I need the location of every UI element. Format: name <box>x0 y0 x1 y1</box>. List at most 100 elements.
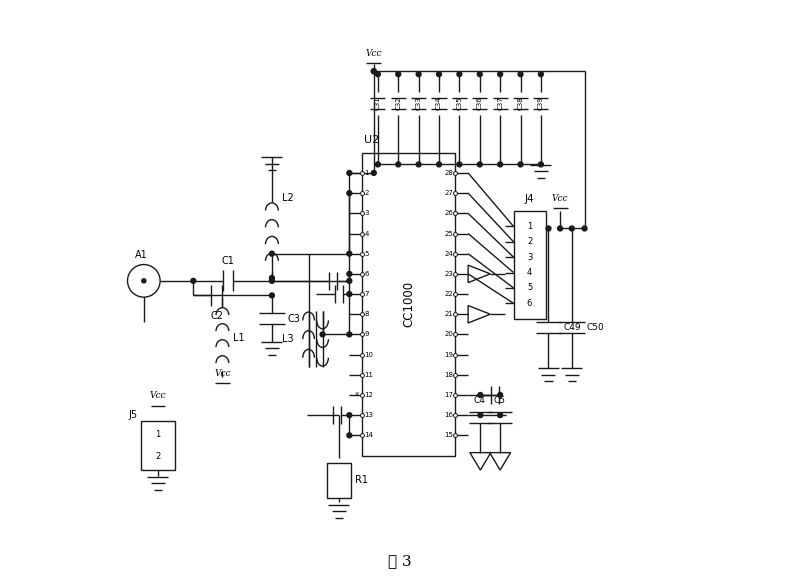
Text: A1: A1 <box>134 250 147 260</box>
Text: Vcc: Vcc <box>366 49 382 58</box>
Circle shape <box>416 72 421 77</box>
Text: 1: 1 <box>527 222 532 231</box>
Text: 2: 2 <box>155 452 161 461</box>
Circle shape <box>347 278 352 283</box>
Circle shape <box>371 69 376 74</box>
Text: 2: 2 <box>527 238 532 246</box>
Text: 5: 5 <box>527 283 532 292</box>
Circle shape <box>396 162 401 167</box>
Text: 24: 24 <box>444 251 453 257</box>
Circle shape <box>546 226 551 231</box>
Circle shape <box>347 291 352 297</box>
Text: 18: 18 <box>444 372 453 378</box>
Circle shape <box>478 72 482 77</box>
Text: C38: C38 <box>518 97 523 110</box>
Circle shape <box>347 271 352 276</box>
Text: 12: 12 <box>365 392 374 398</box>
Text: C39: C39 <box>538 97 544 110</box>
Text: X: X <box>355 393 359 397</box>
Circle shape <box>396 72 401 77</box>
Text: 17: 17 <box>444 392 453 398</box>
Circle shape <box>347 433 352 438</box>
Circle shape <box>375 162 380 167</box>
Circle shape <box>538 162 543 167</box>
Circle shape <box>347 170 352 176</box>
Circle shape <box>437 162 442 167</box>
Circle shape <box>518 162 523 167</box>
Bar <box>327 463 350 498</box>
Text: J4: J4 <box>525 194 534 204</box>
Text: 2: 2 <box>365 190 369 196</box>
Text: 3: 3 <box>527 253 532 261</box>
Text: C31: C31 <box>375 97 381 110</box>
Circle shape <box>371 69 376 74</box>
Text: Vcc: Vcc <box>552 194 568 204</box>
Circle shape <box>437 72 442 77</box>
Circle shape <box>416 162 421 167</box>
Text: 26: 26 <box>444 211 453 216</box>
Circle shape <box>518 72 523 77</box>
Text: C34: C34 <box>436 97 442 110</box>
Circle shape <box>347 332 352 337</box>
Text: 15: 15 <box>444 432 453 438</box>
Text: 23: 23 <box>444 271 453 277</box>
Text: Vcc: Vcc <box>150 391 166 400</box>
Circle shape <box>570 226 574 231</box>
Text: 4: 4 <box>527 268 532 277</box>
Text: C50: C50 <box>586 323 604 332</box>
Text: U2: U2 <box>364 135 379 144</box>
Text: C36: C36 <box>477 97 482 110</box>
Text: 1: 1 <box>155 430 161 439</box>
Text: C5: C5 <box>494 396 506 405</box>
Text: C32: C32 <box>395 97 402 110</box>
Circle shape <box>320 332 325 337</box>
Bar <box>362 153 455 456</box>
Text: 4: 4 <box>365 230 369 236</box>
Text: C4: C4 <box>474 396 486 405</box>
Circle shape <box>498 412 502 418</box>
Circle shape <box>478 412 482 418</box>
Bar <box>514 211 546 319</box>
Text: 3: 3 <box>365 211 369 216</box>
Circle shape <box>270 278 274 283</box>
Circle shape <box>457 72 462 77</box>
Circle shape <box>582 226 587 231</box>
Text: C49: C49 <box>563 323 581 332</box>
Circle shape <box>538 72 543 77</box>
Text: 10: 10 <box>365 352 374 357</box>
Text: 16: 16 <box>444 412 453 418</box>
Circle shape <box>347 251 352 256</box>
Circle shape <box>375 72 380 77</box>
Circle shape <box>270 293 274 298</box>
Text: C3: C3 <box>287 314 300 324</box>
Text: 28: 28 <box>444 170 453 176</box>
Text: 7: 7 <box>365 291 369 297</box>
Text: C35: C35 <box>456 97 462 110</box>
Text: 27: 27 <box>444 190 453 196</box>
Text: Vcc: Vcc <box>214 369 230 378</box>
Circle shape <box>498 72 502 77</box>
Text: 6: 6 <box>365 271 369 277</box>
Text: L2: L2 <box>282 193 294 203</box>
Text: CC1000: CC1000 <box>402 281 415 327</box>
Text: 5: 5 <box>365 251 369 257</box>
Circle shape <box>347 412 352 418</box>
Text: 13: 13 <box>365 412 374 418</box>
Circle shape <box>457 162 462 167</box>
Circle shape <box>270 251 274 256</box>
Text: L1: L1 <box>233 333 245 343</box>
Text: C2: C2 <box>210 311 223 321</box>
Text: 6: 6 <box>527 299 532 308</box>
Circle shape <box>191 278 196 283</box>
Text: C1: C1 <box>222 256 234 266</box>
Circle shape <box>478 393 482 397</box>
Text: 19: 19 <box>444 352 453 357</box>
Text: R1: R1 <box>355 475 368 486</box>
Circle shape <box>478 162 482 167</box>
Text: L3: L3 <box>282 334 294 344</box>
Text: J5: J5 <box>129 410 138 420</box>
Text: 11: 11 <box>365 372 374 378</box>
Circle shape <box>142 279 146 283</box>
Circle shape <box>558 226 562 231</box>
Text: 9: 9 <box>365 332 369 338</box>
